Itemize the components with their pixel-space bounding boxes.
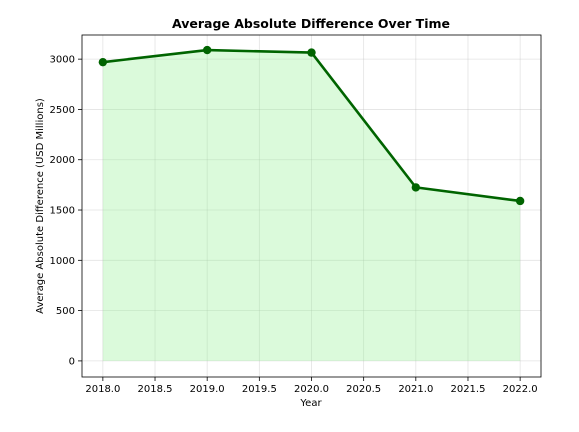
data-point	[98, 57, 108, 67]
data-point	[202, 45, 212, 55]
area-fill	[102, 50, 521, 361]
x-tick-label: 2022.0	[503, 384, 538, 395]
x-tick-label: 2021.0	[398, 384, 433, 395]
data-point	[515, 196, 525, 206]
grid	[82, 35, 541, 377]
x-axis: 2018.0 2018.5 2019.0 2019.5 2020.0 2020.5 2021…	[85, 377, 538, 395]
y-tick-label: 3000	[50, 55, 75, 66]
data-points	[98, 45, 525, 206]
y-tick-label: 2000	[50, 155, 75, 166]
y-tick-label: 500	[56, 306, 75, 317]
chart-title: Average Absolute Difference Over Time	[172, 16, 450, 31]
x-axis-label: Year	[299, 398, 322, 409]
y-tick-label: 2500	[50, 105, 75, 116]
y-tick-label: 1000	[50, 256, 75, 267]
data-point	[411, 183, 421, 192]
y-tick-label: 0	[69, 356, 75, 367]
x-tick-label: 2020.5	[346, 384, 381, 395]
y-axis: 0 500 1000 1500 2000 2500 3000	[50, 55, 82, 367]
y-tick-label: 1500	[50, 206, 75, 217]
x-tick-label: 2018.5	[138, 384, 173, 395]
data-point	[307, 48, 316, 57]
x-tick-label: 2018.0	[85, 384, 120, 395]
y-axis-label: Average Absolute Difference (USD Million…	[35, 98, 46, 314]
x-tick-label: 2021.5	[450, 384, 485, 395]
x-tick-label: 2019.0	[190, 384, 225, 395]
x-tick-label: 2020.0	[294, 384, 329, 395]
x-tick-label: 2019.5	[242, 384, 277, 395]
